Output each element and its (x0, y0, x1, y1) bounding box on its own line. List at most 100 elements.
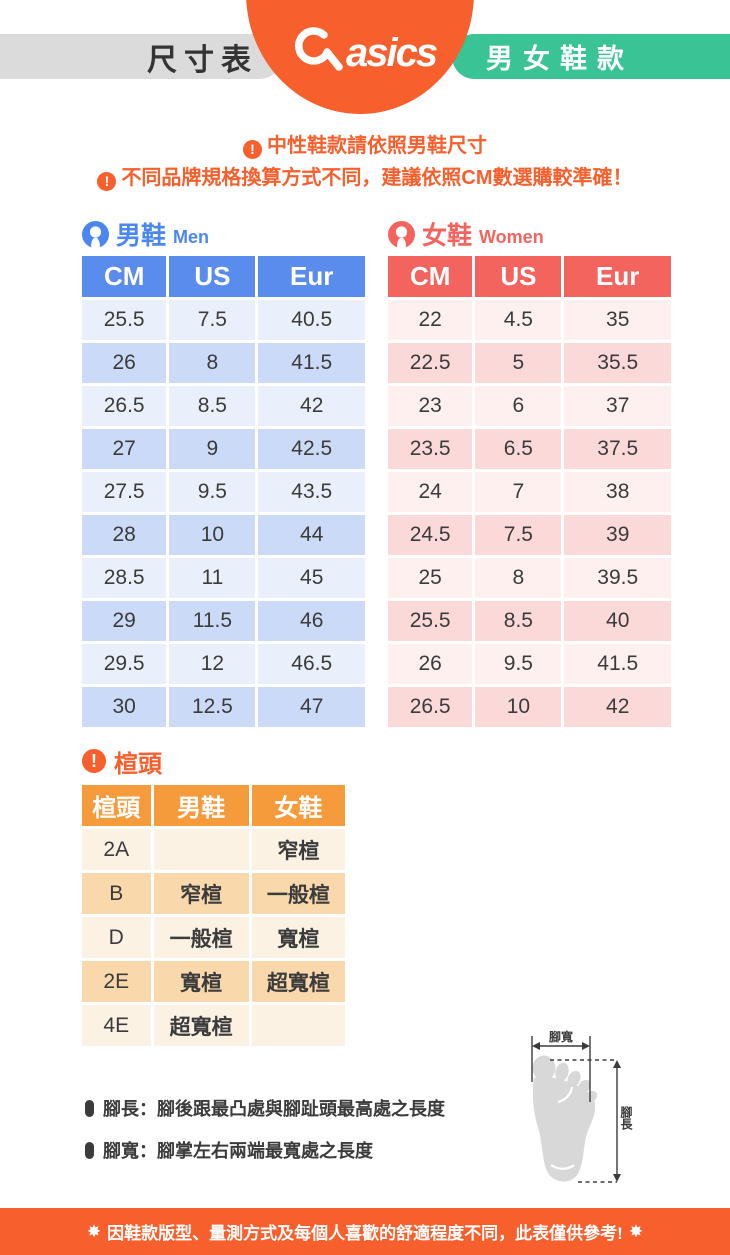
table-cell: 40.5 (258, 300, 365, 340)
table-cell: 8.5 (169, 386, 256, 426)
width-table: 楦頭 男鞋 女鞋 2A 窄楦 B 窄楦 一般楦 D 一般楦 寬楦 2E 寬楦 超寬楦 4E 超寬楦 (82, 785, 345, 1046)
note-foot-width: 腳寬：腳掌左右兩端最寬處之長度 (85, 1138, 445, 1162)
exclamation-icon: ! (243, 140, 262, 159)
footer-text: 因鞋款版型、量測方式及每個人喜歡的舒適程度不同，此表僅供參考! (107, 1224, 623, 1243)
table-cell: 9 (169, 429, 256, 469)
width-section-title: 楦頭 (114, 750, 162, 778)
table-cell: 11 (169, 558, 256, 598)
table-cell: 26 (388, 644, 473, 684)
notice-neutral-sizing: ! 中性鞋款請依照男鞋尺寸 (0, 129, 730, 159)
men-section: 男鞋 Men CM US Eur 25.5 7.5 40.5 26 8 41.5 26.5 8.5 4… (82, 218, 365, 727)
foot-length-label: 腳長 (619, 1105, 633, 1131)
table-cell: 44 (258, 515, 365, 555)
note-text: 腳寬：腳掌左右兩端最寬處之長度 (103, 1141, 373, 1161)
foot-width-label: 腳寬 (549, 1029, 573, 1044)
width-measure-icon (531, 1036, 618, 1183)
table-cell: 7.5 (169, 300, 256, 340)
table-cell: 2E (82, 961, 151, 1002)
title-pill: 尺寸表 (0, 34, 282, 79)
notice-brand-conversion: ! 不同品牌規格換算方式不同，建議依照CM數選購較準確！ (0, 161, 730, 191)
person-icon (82, 220, 109, 248)
table-cell: 9.5 (475, 644, 562, 684)
table-cell: 37.5 (564, 429, 671, 469)
table-cell: 6 (475, 386, 562, 426)
table-cell: 25.5 (82, 300, 167, 340)
exclamation-icon: ! (97, 172, 117, 191)
women-section-subtitle: Women (479, 226, 544, 247)
measurement-notes: 腳長：腳後跟最凸處與腳趾頭最高處之長度 腳寬：腳掌左右兩端最寬處之長度 (85, 1096, 445, 1180)
table-cell: 6.5 (475, 429, 562, 469)
table-cell: 24.5 (388, 515, 473, 555)
table-cell: 超寬楦 (251, 961, 345, 1002)
note-foot-length: 腳長：腳後跟最凸處與腳趾頭最高處之長度 (85, 1096, 445, 1120)
table-cell: 35.5 (564, 343, 671, 383)
table-cell: 42 (258, 386, 365, 426)
table-cell (251, 1005, 345, 1046)
table-cell: 2A (82, 829, 151, 870)
table-cell: B (82, 873, 151, 914)
women-section: 女鞋 Women CM US Eur 22 4.5 35 22.5 5 35.5 23 6 37 23.… (388, 218, 671, 727)
men-size-table: CM US Eur 25.5 7.5 40.5 26 8 41.5 26.5 8.5 42 27 9 42.… (82, 256, 365, 727)
table-cell (153, 829, 249, 870)
star-icon: ✸ (628, 1221, 644, 1241)
category-badge-label: 男女鞋款 (486, 44, 634, 74)
table-cell: 超寬楦 (153, 1005, 249, 1046)
notice-text: 中性鞋款請依照男鞋尺寸 (267, 135, 487, 157)
person-icon (388, 220, 415, 248)
table-cell: 窄楦 (153, 873, 249, 914)
table-cell: 4.5 (475, 300, 562, 340)
table-cell: 22.5 (388, 343, 473, 383)
table-cell: 45 (258, 558, 365, 598)
bullet-icon (85, 1099, 94, 1117)
table-cell: 39.5 (564, 558, 671, 598)
women-section-title: 女鞋 (422, 222, 473, 250)
category-badge: 男女鞋款 (452, 34, 730, 79)
women-section-header: 女鞋 Women (388, 218, 671, 250)
width-section-header: ! 楦頭 (82, 746, 345, 778)
header-cell: 女鞋 (251, 785, 345, 826)
table-cell: 35 (564, 300, 671, 340)
table-cell: 7.5 (475, 515, 562, 555)
table-cell: 27 (82, 429, 167, 469)
men-section-title: 男鞋 (116, 222, 167, 250)
table-cell: 41.5 (258, 343, 365, 383)
table-cell: 24 (388, 472, 473, 512)
header-cell: US (169, 256, 256, 297)
table-cell: 37 (564, 386, 671, 426)
table-cell: 28.5 (82, 558, 167, 598)
table-cell: 42.5 (258, 429, 365, 469)
table-cell: 4E (82, 1005, 151, 1046)
table-cell: 29.5 (82, 644, 167, 684)
women-size-table: CM US Eur 22 4.5 35 22.5 5 35.5 23 6 37 23.5 6.5 37.5 2… (388, 256, 671, 727)
header-cell: 男鞋 (153, 785, 249, 826)
header-cell: Eur (564, 256, 671, 297)
table-cell: 26 (82, 343, 167, 383)
arrowheads-icon (532, 1042, 621, 1182)
table-cell: 40 (564, 601, 671, 641)
men-section-header: 男鞋 Men (82, 218, 365, 250)
table-cell: 28 (82, 515, 167, 555)
table-cell: 43.5 (258, 472, 365, 512)
table-cell: 46.5 (258, 644, 365, 684)
header-cell: CM (388, 256, 473, 297)
star-icon: ✸ (86, 1221, 102, 1241)
table-cell: 8 (169, 343, 256, 383)
table-cell: 30 (82, 687, 167, 727)
table-cell: 11.5 (169, 601, 256, 641)
foot-silhouette-icon (532, 1055, 598, 1182)
table-cell: 寬楦 (153, 961, 249, 1002)
table-cell: 26.5 (388, 687, 473, 727)
table-cell: 12.5 (169, 687, 256, 727)
men-section-subtitle: Men (173, 226, 210, 247)
table-cell: 寬楦 (251, 917, 345, 958)
table-cell: 42 (564, 687, 671, 727)
table-cell: 8 (475, 558, 562, 598)
table-cell: 25 (388, 558, 473, 598)
table-cell: 10 (169, 515, 256, 555)
foot-measure-diagram-icon: 腳寬 腳長 (531, 1029, 633, 1183)
table-cell: 窄楦 (251, 829, 345, 870)
table-cell: 12 (169, 644, 256, 684)
table-cell: 29 (82, 601, 167, 641)
asics-logo-icon: asics (295, 27, 439, 75)
